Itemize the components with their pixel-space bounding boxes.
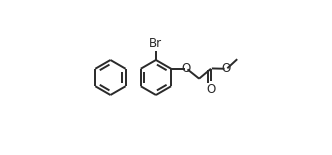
Text: O: O — [181, 62, 191, 75]
Text: O: O — [206, 83, 215, 96]
Text: O: O — [221, 62, 230, 75]
Text: Br: Br — [149, 37, 162, 50]
